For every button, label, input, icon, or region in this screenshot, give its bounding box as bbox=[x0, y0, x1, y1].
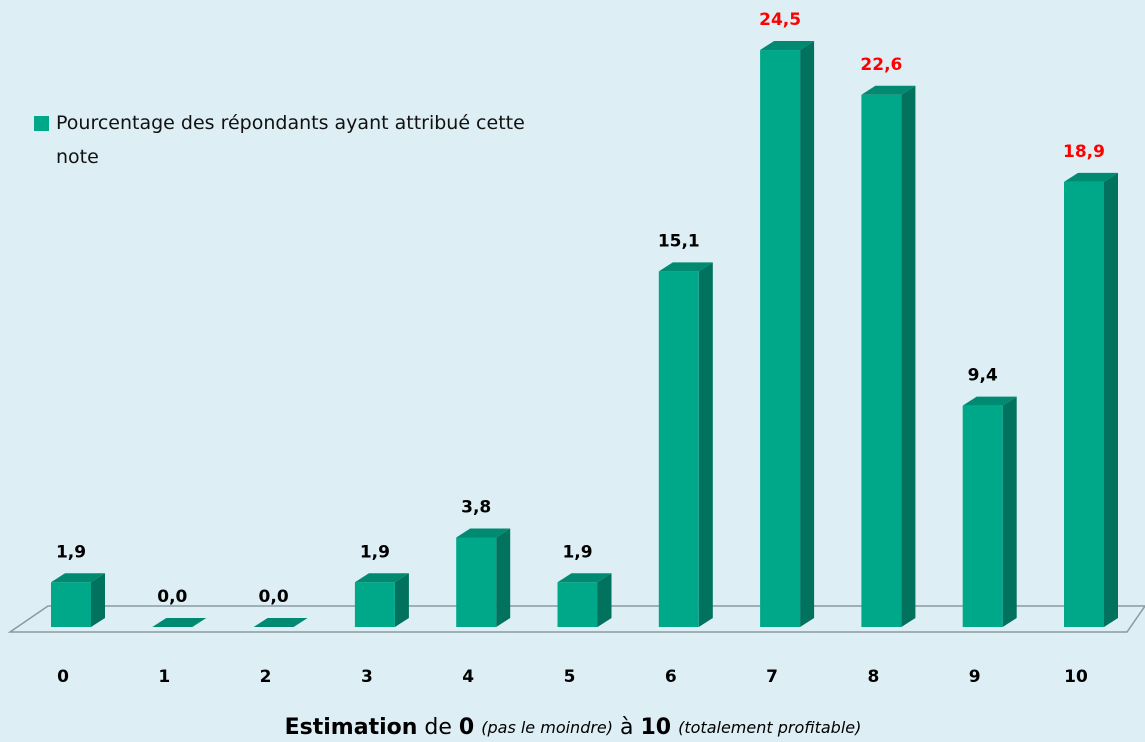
bar-top bbox=[253, 618, 308, 627]
data-label: 0,0 bbox=[259, 587, 289, 607]
data-label: 22,6 bbox=[860, 55, 902, 75]
data-label: 15,1 bbox=[658, 231, 700, 251]
x-tick-label: 1 bbox=[158, 667, 170, 687]
bar-top bbox=[962, 396, 1017, 406]
bar bbox=[962, 405, 1003, 627]
bar-side bbox=[1104, 172, 1118, 627]
x-label-part: (pas le moindre) bbox=[481, 718, 613, 737]
bar-side bbox=[394, 573, 409, 627]
bar-top bbox=[51, 573, 105, 583]
data-label: 1,9 bbox=[56, 542, 86, 562]
bar-side bbox=[1002, 396, 1017, 627]
data-label: 0,0 bbox=[157, 587, 187, 607]
bar-side bbox=[800, 41, 815, 627]
x-tick-label: 7 bbox=[766, 667, 778, 687]
data-label: 1,9 bbox=[562, 542, 592, 562]
data-label: 24,5 bbox=[759, 10, 801, 30]
x-tick-label: 2 bbox=[260, 667, 272, 687]
floor bbox=[7, 605, 1145, 633]
bar bbox=[354, 582, 395, 627]
bar-side bbox=[597, 573, 612, 627]
x-tick-label: 0 bbox=[57, 667, 69, 687]
bar bbox=[557, 582, 598, 627]
bar-side bbox=[901, 85, 916, 627]
x-tick-label: 10 bbox=[1064, 667, 1088, 687]
bar-top bbox=[152, 618, 207, 627]
x-tick-label: 3 bbox=[361, 667, 373, 687]
bar-top bbox=[861, 85, 916, 95]
data-label: 18,9 bbox=[1063, 142, 1105, 162]
data-label: 9,4 bbox=[968, 366, 998, 386]
bar bbox=[760, 50, 801, 627]
x-label-part: de bbox=[424, 715, 452, 740]
x-axis-label: Estimation de 0 (pas le moindre) à 10 (t… bbox=[285, 715, 862, 740]
bar-top bbox=[456, 528, 511, 538]
bar-top bbox=[557, 573, 612, 583]
x-label-part: à bbox=[620, 715, 633, 740]
bar-top bbox=[658, 262, 713, 272]
bar bbox=[658, 271, 699, 627]
legend: Pourcentage des répondants ayant attribu… bbox=[34, 106, 534, 174]
x-tick-label: 6 bbox=[665, 667, 677, 687]
x-label-part: 10 bbox=[641, 715, 672, 740]
legend-swatch bbox=[34, 116, 49, 131]
x-label-part: (totalement profitable) bbox=[678, 718, 861, 737]
bar-side bbox=[91, 573, 105, 627]
data-label: 1,9 bbox=[360, 542, 390, 562]
bar bbox=[456, 537, 497, 627]
x-label-part: Estimation bbox=[285, 715, 418, 740]
bar bbox=[51, 582, 91, 627]
bar bbox=[861, 94, 902, 627]
bar-top bbox=[354, 573, 409, 583]
x-label-part: 0 bbox=[459, 715, 474, 740]
bar bbox=[1064, 181, 1104, 627]
bar-top bbox=[1064, 172, 1118, 182]
x-tick-label: 9 bbox=[969, 667, 981, 687]
x-tick-label: 5 bbox=[564, 667, 576, 687]
x-tick-label: 4 bbox=[462, 667, 474, 687]
bar-side bbox=[698, 262, 713, 627]
x-tick-label: 8 bbox=[867, 667, 879, 687]
bar-side bbox=[496, 528, 511, 627]
bar-top bbox=[760, 41, 815, 51]
legend-label: Pourcentage des répondants ayant attribu… bbox=[56, 112, 525, 168]
data-label: 3,8 bbox=[461, 498, 491, 518]
